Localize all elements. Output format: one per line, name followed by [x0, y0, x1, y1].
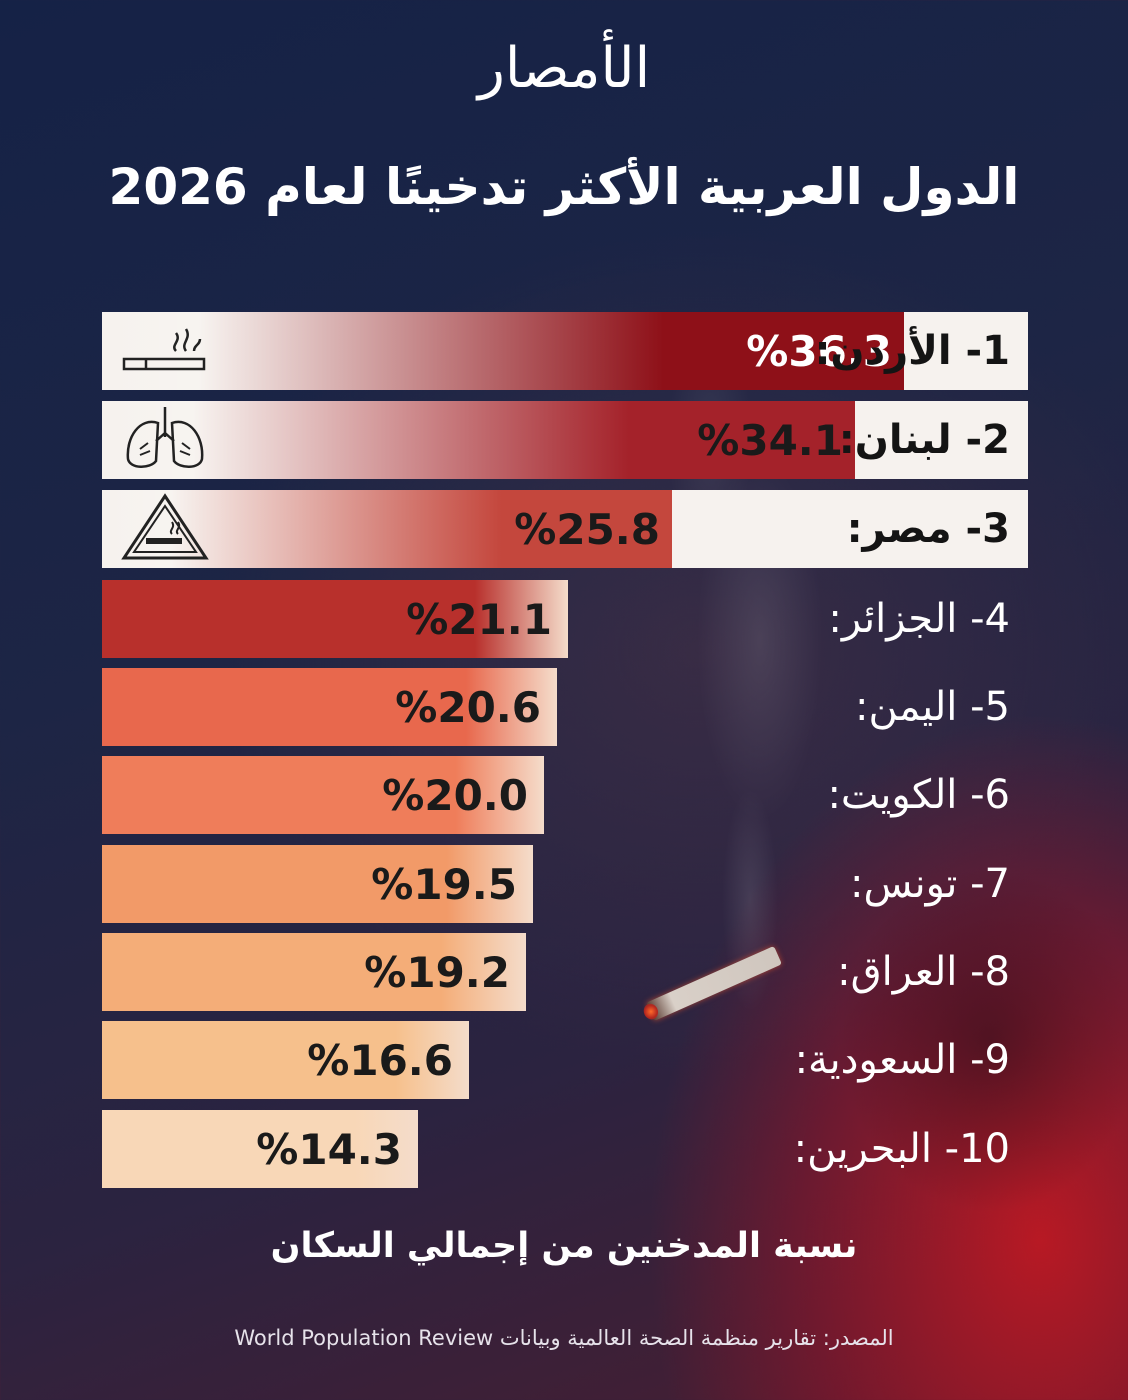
bar-value-label: %19.2	[364, 947, 510, 997]
logo-text: الأمصار	[477, 36, 651, 101]
category-label: 7- تونس:	[849, 861, 1010, 907]
cigarette-icon	[120, 321, 210, 381]
bar-value-label: %19.5	[371, 859, 517, 909]
page-title: الدول العربية الأكثر تدخينًا لعام 2026	[108, 158, 1020, 216]
bar-row: %19.2 8- العراق:	[0, 933, 1128, 1011]
smoking-warning-icon	[120, 492, 210, 566]
bar	[102, 401, 855, 479]
category-label: 5- اليمن:	[854, 684, 1010, 730]
category-label: 10- البحرين:	[793, 1126, 1010, 1172]
category-label: 3- مصر:	[846, 506, 1010, 552]
category-label: 9- السعودية:	[794, 1037, 1010, 1083]
lungs-icon	[120, 403, 210, 477]
bar	[102, 490, 672, 568]
bar	[102, 756, 544, 834]
category-label: 6- الكويت:	[827, 772, 1010, 818]
bar-row: %20.6 5- اليمن:	[0, 668, 1128, 746]
bar-value-label: %34.1	[697, 415, 843, 465]
bar	[102, 312, 904, 390]
bar-value-label: %20.0	[382, 770, 528, 820]
bar	[102, 580, 568, 658]
category-label: 8- العراق:	[837, 949, 1010, 995]
bar	[102, 845, 533, 923]
bar-row: %25.8 3- مصر:	[0, 490, 1128, 568]
bar-row: %20.0 6- الكويت:	[0, 756, 1128, 834]
chart-subtitle: نسبة المدخنين من إجمالي السكان	[270, 1226, 858, 1266]
bar-value-label: %21.1	[406, 594, 552, 644]
bar-value-label: %14.3	[256, 1124, 402, 1174]
bar-row: %14.3 10- البحرين:	[0, 1110, 1128, 1188]
bar-value-label: %36.3	[746, 326, 892, 376]
bar-row: %19.5 7- تونس:	[0, 845, 1128, 923]
smoke-background	[600, 260, 930, 1040]
bar-value-label: %20.6	[395, 682, 541, 732]
brand-logo: الأمصار	[0, 36, 1128, 116]
bar-row: %34.1 2- لبنان:	[0, 401, 1128, 479]
source-note: المصدر: تقارير منظمة الصحة العالمية وبيا…	[234, 1326, 894, 1350]
bar-row: %36.3 1- الأردن:	[0, 312, 1128, 390]
bar	[102, 933, 526, 1011]
bar-value-label: %25.8	[514, 504, 660, 554]
category-label: 2- لبنان:	[838, 417, 1010, 463]
bar	[102, 668, 557, 746]
bar	[102, 1021, 469, 1099]
bar-row: %16.6 9- السعودية:	[0, 1021, 1128, 1099]
bar-row: %21.1 4- الجزائر:	[0, 580, 1128, 658]
category-label: 1- الأردن:	[814, 328, 1010, 374]
bar	[102, 1110, 418, 1188]
category-label: 4- الجزائر:	[828, 596, 1010, 642]
bar-value-label: %16.6	[307, 1035, 453, 1085]
hand-silhouette	[760, 820, 1128, 1250]
